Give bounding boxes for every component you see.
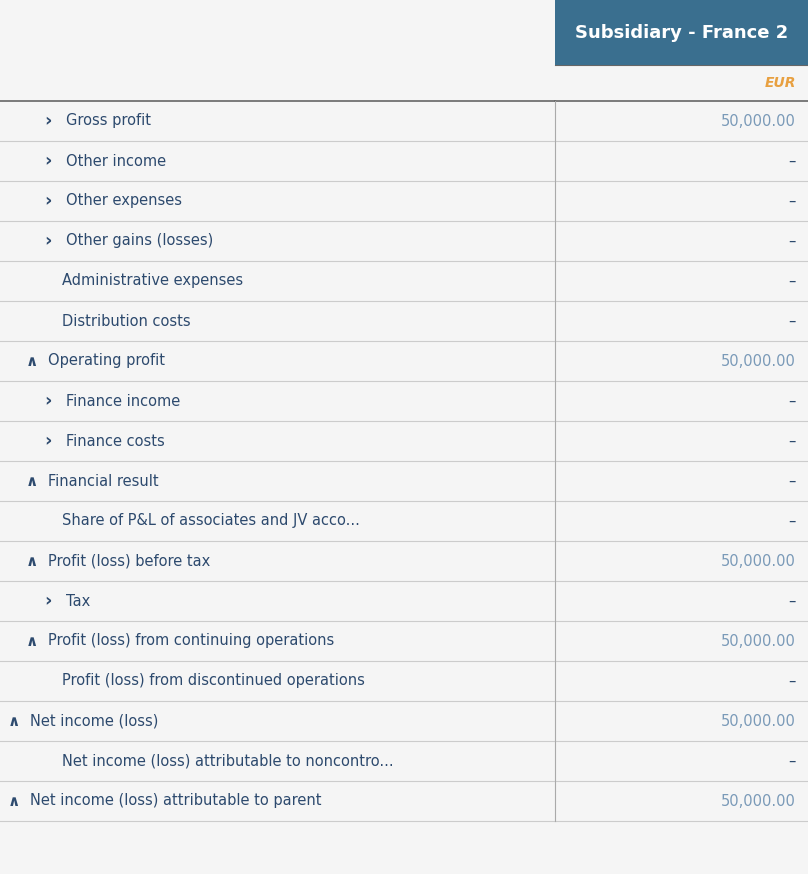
Text: 50,000.00: 50,000.00 <box>721 553 796 568</box>
Text: –: – <box>789 314 796 329</box>
Text: Subsidiary - France 2: Subsidiary - France 2 <box>575 24 788 41</box>
Text: –: – <box>789 154 796 169</box>
Text: –: – <box>789 753 796 768</box>
Text: –: – <box>789 434 796 448</box>
Text: 50,000.00: 50,000.00 <box>721 794 796 808</box>
Text: Other gains (losses): Other gains (losses) <box>66 233 213 248</box>
Text: EUR: EUR <box>764 76 796 90</box>
Text: Distribution costs: Distribution costs <box>62 314 191 329</box>
Text: –: – <box>789 514 796 529</box>
Text: ›: › <box>44 112 52 130</box>
Text: Share of P&L of associates and JV acco...: Share of P&L of associates and JV acco..… <box>62 514 360 529</box>
Text: Finance costs: Finance costs <box>66 434 165 448</box>
Text: Administrative expenses: Administrative expenses <box>62 274 243 288</box>
Text: ∧: ∧ <box>8 713 20 729</box>
Text: Other income: Other income <box>66 154 166 169</box>
Text: ›: › <box>44 392 52 410</box>
Text: ∧: ∧ <box>26 634 38 649</box>
Text: ∧: ∧ <box>26 353 38 369</box>
Text: Finance income: Finance income <box>66 393 180 408</box>
Text: Financial result: Financial result <box>48 474 158 489</box>
Text: Profit (loss) from continuing operations: Profit (loss) from continuing operations <box>48 634 335 649</box>
Text: Net income (loss) attributable to noncontro...: Net income (loss) attributable to noncon… <box>62 753 393 768</box>
Text: –: – <box>789 274 796 288</box>
Text: Tax: Tax <box>66 593 90 608</box>
Text: Operating profit: Operating profit <box>48 353 165 369</box>
Text: Gross profit: Gross profit <box>66 114 151 128</box>
Text: 50,000.00: 50,000.00 <box>721 713 796 729</box>
Text: –: – <box>789 393 796 408</box>
Text: Profit (loss) before tax: Profit (loss) before tax <box>48 553 210 568</box>
Text: ∧: ∧ <box>8 794 20 808</box>
Text: –: – <box>789 593 796 608</box>
Text: 50,000.00: 50,000.00 <box>721 114 796 128</box>
Text: Profit (loss) from discontinued operations: Profit (loss) from discontinued operatio… <box>62 674 365 689</box>
Text: ›: › <box>44 152 52 170</box>
Text: ›: › <box>44 232 52 250</box>
Text: –: – <box>789 193 796 209</box>
Text: Net income (loss): Net income (loss) <box>30 713 158 729</box>
Text: –: – <box>789 474 796 489</box>
Text: ›: › <box>44 592 52 610</box>
Text: 50,000.00: 50,000.00 <box>721 353 796 369</box>
Text: ›: › <box>44 432 52 450</box>
Text: –: – <box>789 674 796 689</box>
Text: –: – <box>789 233 796 248</box>
Bar <box>555 0 808 65</box>
Text: ∧: ∧ <box>26 553 38 568</box>
Text: Other expenses: Other expenses <box>66 193 182 209</box>
Text: 50,000.00: 50,000.00 <box>721 634 796 649</box>
Text: Net income (loss) attributable to parent: Net income (loss) attributable to parent <box>30 794 322 808</box>
Text: ›: › <box>44 192 52 210</box>
Text: ∧: ∧ <box>26 474 38 489</box>
